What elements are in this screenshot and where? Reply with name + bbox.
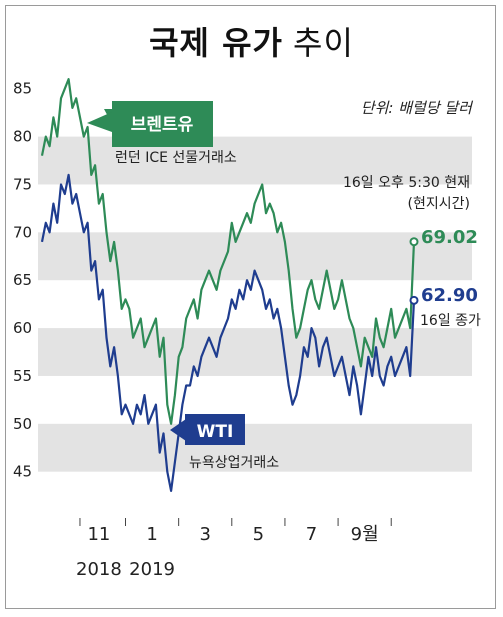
title-light-text: 추이	[293, 24, 354, 62]
x-tick-label: 3	[199, 524, 210, 545]
brent-callout: 브렌트유	[87, 101, 213, 147]
y-tick-label: 85	[13, 80, 32, 98]
wti-callout-pointer	[170, 419, 186, 441]
time-note-line1: 16일 오후 5:30 현재	[343, 175, 470, 191]
y-tick-label: 80	[13, 128, 32, 146]
x-tick-label: 7	[306, 524, 317, 545]
x-tick-label: 1	[146, 524, 157, 545]
year-label: 2018	[76, 559, 122, 580]
brent-last-value: 69.02	[421, 227, 478, 248]
x-tick-label: 9월	[351, 524, 379, 545]
chart-title: 국제 유가 추이	[6, 18, 497, 64]
wti-end-marker	[409, 295, 419, 305]
brent-callout-box	[104, 101, 213, 147]
wti-callout: WTI	[170, 414, 245, 445]
title-bold-text: 국제 유가	[149, 24, 283, 62]
y-axis: 85 80 75 70 65 60 55 50 45	[13, 80, 32, 481]
band-45	[38, 423, 472, 472]
x-tick-label: 5	[253, 524, 264, 545]
band-75	[38, 136, 472, 185]
y-tick-label: 75	[13, 175, 32, 193]
y-tick-label: 70	[13, 223, 32, 241]
wti-callout-box	[185, 414, 245, 445]
wti-exchange-label: 뉴욕상업거래소	[189, 455, 279, 471]
y-tick-label: 65	[13, 271, 32, 289]
brent-callout-pointer	[87, 112, 112, 132]
brent-callout-label: 브렌트유	[131, 115, 194, 135]
y-tick-label: 60	[13, 319, 32, 337]
y-tick-label: 50	[13, 415, 32, 433]
year-label: 2019	[129, 559, 175, 580]
unit-note: 단위: 배럴당 달러	[361, 99, 473, 117]
brent-exchange-label: 런던 ICE 선물거래소	[115, 150, 237, 166]
brent-end-marker	[409, 237, 419, 247]
y-tick-label: 45	[13, 463, 32, 481]
wti-line	[40, 173, 416, 492]
wti-callout-label: WTI	[197, 422, 234, 442]
band-55	[38, 328, 472, 376]
end-markers	[409, 237, 419, 305]
wti-close-note: 16일 종가	[420, 313, 481, 329]
brent-line	[40, 77, 416, 425]
series-lines	[40, 77, 416, 492]
time-note-line2: (현지시간)	[408, 196, 470, 212]
y-tick-label: 55	[13, 367, 32, 385]
x-tick-label: 11	[87, 524, 110, 545]
wti-last-value: 62.90	[421, 285, 478, 306]
